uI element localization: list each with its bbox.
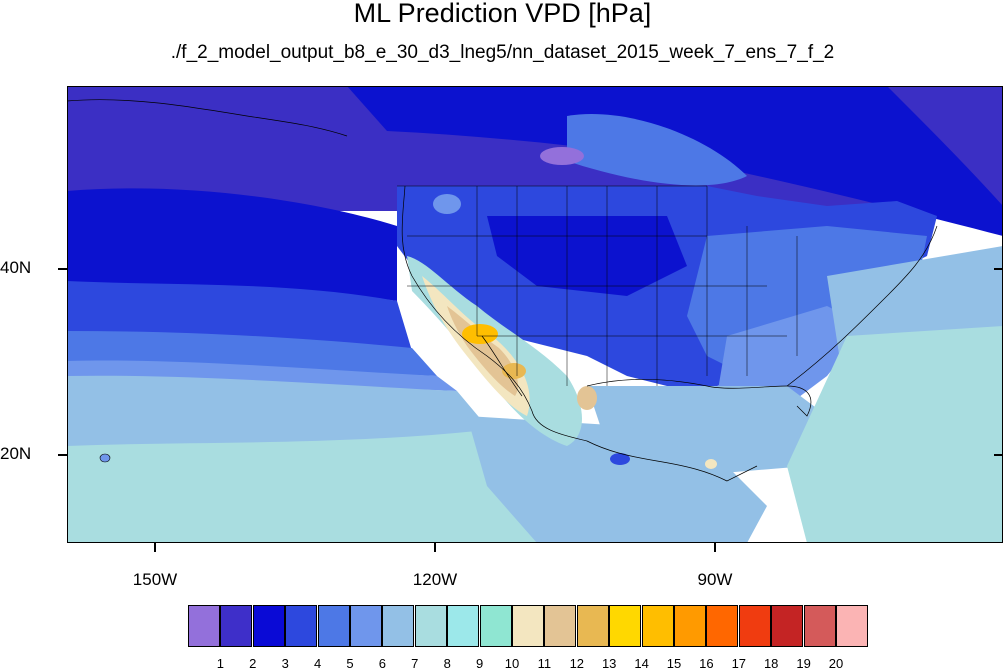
colorbar-swatch (609, 605, 642, 647)
map-title: ML Prediction VPD [hPa] (353, 0, 652, 28)
sw-tan-zone (447, 306, 519, 396)
mexico-cool-spot (610, 453, 630, 465)
colorbar-swatch (836, 605, 868, 647)
colorbar-swatch (285, 605, 318, 647)
colorbar-label: 18 (763, 656, 779, 671)
mexico-warm-spot-2 (705, 459, 717, 469)
colorbar-label: 14 (634, 656, 649, 671)
colorbar-swatch (252, 605, 285, 647)
colorbar-label: 2 (249, 656, 257, 671)
colorbar-swatch (479, 605, 512, 647)
colorbar-swatch (317, 605, 350, 647)
ocean-south-pale (67, 431, 537, 543)
colorbar-swatch (576, 605, 609, 647)
colorbar-swatch (188, 605, 220, 647)
colorbar-label: 17 (731, 656, 747, 671)
colorbar-label: 11 (537, 656, 552, 671)
colorbar-label: 1 (216, 656, 225, 671)
colorbar-label: 9 (475, 656, 484, 671)
colorbar-swatch (641, 605, 674, 647)
vpd-contour-map (67, 86, 1003, 543)
colorbar-label: 16 (699, 656, 714, 671)
tick-40n-right (994, 268, 1003, 270)
state-boundaries (397, 185, 798, 386)
lake-highlight (540, 147, 584, 165)
colorbar-label: 10 (504, 656, 520, 671)
canada-purple (887, 86, 1003, 206)
hudson-light (567, 114, 747, 186)
colorbar-label: 3 (281, 656, 289, 671)
colorbar-swatch (447, 605, 480, 647)
lat-label-20n: 20N (0, 444, 32, 463)
colorbar-swatch (512, 605, 544, 647)
colorbar-swatch (350, 605, 382, 647)
coastlines (67, 99, 938, 482)
tick-90w (714, 543, 716, 552)
pacific-blob (433, 194, 461, 214)
tick-150w (154, 543, 156, 552)
colorbar-swatch (771, 605, 804, 647)
lat-label-40n: 40N (0, 258, 32, 277)
colorbar-swatch (544, 605, 577, 647)
mexico-band (467, 416, 767, 543)
colorbar-label: 13 (601, 656, 617, 671)
colorbar-label: 20 (828, 656, 844, 671)
colorbar-label: 7 (411, 656, 419, 671)
tick-20n-left (58, 454, 67, 456)
colorbar-swatch (706, 605, 739, 647)
tick-120w (434, 543, 436, 552)
colorbar-label: 15 (666, 656, 682, 671)
tick-20n-right (994, 454, 1003, 456)
colorbar-swatch (220, 605, 253, 647)
colorbar-swatch (414, 605, 447, 647)
east-ocean-pale (787, 326, 1003, 543)
lon-label-90w: 90W (697, 570, 733, 589)
sw-hot-core (462, 324, 498, 344)
mexico-warm-spot (577, 386, 597, 410)
canada-band (347, 86, 1003, 236)
lon-label-150w: 150W (132, 570, 178, 589)
hawaii-island (99, 453, 111, 463)
colorbar-label: 5 (346, 656, 354, 671)
colorbar-label: 12 (569, 656, 585, 671)
ocean-mid-band (67, 188, 397, 301)
map-panel (67, 86, 1003, 543)
colorbar-swatch (674, 605, 706, 647)
colorbar-label: 8 (443, 656, 451, 671)
colorbar-label: 6 (378, 656, 387, 671)
colorbar-swatch (738, 605, 771, 647)
colorbar-swatch (803, 605, 836, 647)
ocean-band-4 (67, 360, 457, 391)
lon-label-120w: 120W (412, 570, 458, 589)
sw-hot-core-2 (502, 363, 526, 379)
colorbar-swatch (382, 605, 415, 647)
colorbar-label: 4 (313, 656, 322, 671)
colorbar-label: 19 (796, 656, 811, 671)
tick-40n-left (58, 268, 67, 270)
map-subtitle: ./f_2_model_output_b8_e_30_d3_lneg5/nn_d… (170, 42, 835, 63)
